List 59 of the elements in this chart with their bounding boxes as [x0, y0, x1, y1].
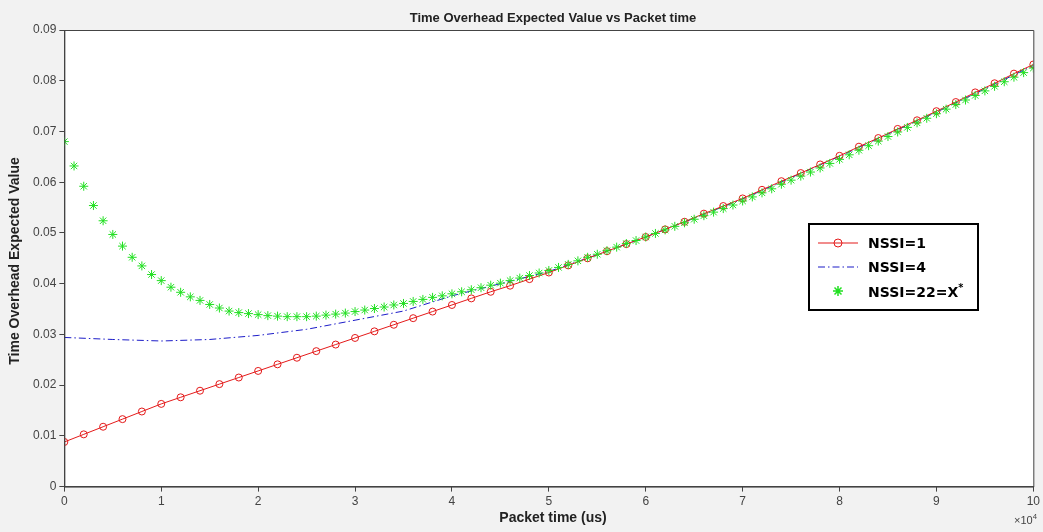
y-tick-label: 0.09	[33, 22, 57, 37]
point	[137, 407, 146, 416]
point	[447, 300, 456, 309]
y-tick-label: 0.06	[33, 174, 57, 189]
x-tick-label: 8	[836, 494, 844, 509]
y-tick-label: 0.02	[33, 377, 57, 392]
point	[777, 177, 786, 186]
point	[312, 347, 321, 356]
point	[486, 287, 495, 296]
x-tick-label: 7	[739, 494, 747, 509]
point	[99, 422, 108, 431]
point	[370, 327, 379, 336]
x-tick-label: 3	[351, 494, 359, 509]
x-tick-label: 2	[254, 494, 262, 509]
x-tick-label: 1	[157, 494, 165, 509]
y-tick-label: 0.04	[33, 275, 57, 290]
point	[273, 360, 282, 369]
point	[758, 185, 767, 194]
legend-label: NSSI=1	[868, 235, 926, 251]
x-tick-label: 4	[448, 494, 456, 509]
point	[389, 320, 398, 329]
point	[854, 142, 863, 151]
point	[835, 151, 844, 160]
x-tick-label: 9	[933, 494, 941, 509]
point	[254, 366, 263, 375]
x-tick-label: 6	[642, 494, 650, 509]
point	[990, 79, 999, 88]
y-tick-label: 0.08	[33, 73, 57, 88]
point	[351, 333, 360, 342]
y-tick-label: 0.03	[33, 326, 57, 341]
point	[971, 88, 980, 97]
x-axis-title: Packet time (us)	[499, 509, 607, 525]
y-tick-label: 0.05	[33, 225, 57, 240]
legend-label: NSSI=22=X$^{*}$	[868, 282, 964, 300]
point	[215, 380, 224, 389]
y-axis-title: Time Overhead Expected Value	[6, 157, 22, 365]
point	[1009, 69, 1018, 78]
legend-label: NSSI=4	[868, 259, 926, 275]
point	[409, 314, 418, 323]
point	[331, 340, 340, 349]
point	[428, 307, 437, 316]
point	[506, 281, 515, 290]
x-tick-label: 5	[545, 494, 553, 509]
point	[176, 393, 185, 402]
point	[196, 386, 205, 395]
point	[118, 415, 127, 424]
point	[467, 294, 476, 303]
point	[525, 275, 534, 284]
x-tick-label: 0	[61, 494, 69, 509]
y-tick-label: 0	[49, 478, 57, 493]
y-tick-label: 0.07	[33, 123, 57, 138]
point	[157, 399, 166, 408]
x-tick-label: 10	[1026, 494, 1041, 509]
chart-title: Time Overhead Expected Value vs Packet time	[408, 10, 698, 25]
point	[292, 353, 301, 362]
text: ×10$^{4}$	[1014, 512, 1037, 526]
point	[234, 373, 243, 382]
y-tick-label: 0.01	[33, 428, 57, 443]
point	[79, 430, 88, 439]
